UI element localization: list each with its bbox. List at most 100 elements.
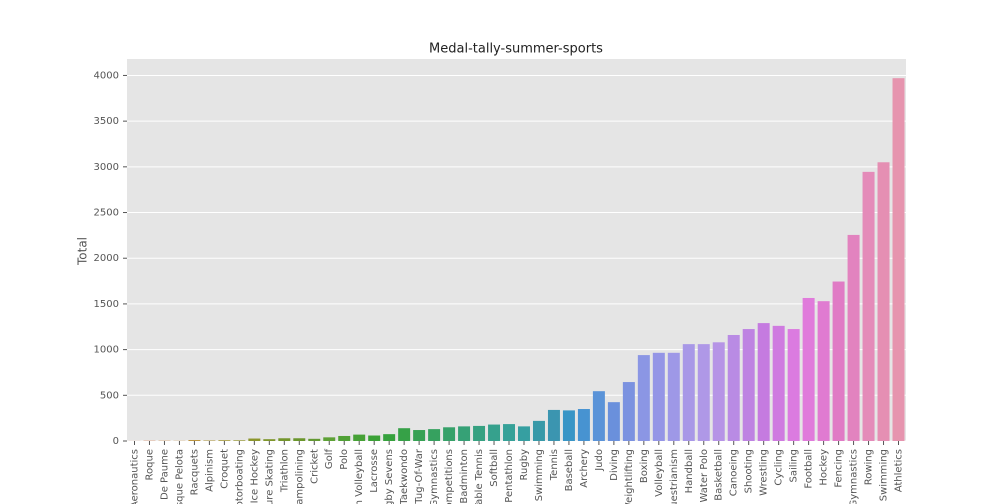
bar bbox=[338, 435, 351, 441]
bar bbox=[248, 438, 261, 441]
bar bbox=[577, 409, 590, 441]
bar bbox=[712, 342, 725, 441]
x-tick-label: Beach Volleyball bbox=[354, 449, 365, 504]
bar bbox=[562, 410, 575, 441]
x-tick-label: Trampolining bbox=[294, 449, 305, 504]
x-tick-label: Handball bbox=[684, 449, 695, 493]
x-tick-label: Synchronized Swimming bbox=[534, 449, 545, 504]
bar bbox=[757, 323, 770, 441]
x-tick-label: Aeronautics bbox=[129, 449, 140, 504]
bar bbox=[443, 427, 456, 441]
x-tick-label: Cycling bbox=[774, 449, 785, 486]
bar bbox=[697, 344, 710, 441]
bar bbox=[592, 391, 605, 441]
bar bbox=[458, 426, 471, 441]
x-tick-label: Tennis bbox=[549, 449, 560, 481]
x-tick-label: Table Tennis bbox=[474, 449, 485, 504]
x-tick-label: Wrestling bbox=[759, 449, 770, 496]
x-tick-label: Hockey bbox=[819, 449, 830, 486]
x-tick-label: Basque Pelota bbox=[174, 449, 185, 504]
x-tick-label: Golf bbox=[324, 449, 335, 470]
bar bbox=[398, 428, 411, 441]
x-tick-label: Fencing bbox=[834, 449, 845, 488]
bar bbox=[802, 297, 815, 441]
bar bbox=[383, 434, 396, 441]
bar bbox=[847, 234, 860, 441]
x-tick-label: Racquets bbox=[189, 449, 200, 495]
x-tick-label: Athletics bbox=[894, 449, 905, 492]
bar bbox=[892, 78, 905, 441]
x-tick-label: Croquet bbox=[219, 449, 230, 489]
bar bbox=[547, 409, 560, 441]
x-tick-label: Softball bbox=[489, 449, 500, 487]
x-tick-label: Figure Skating bbox=[264, 449, 275, 504]
bar bbox=[218, 440, 231, 441]
y-tick-label: 3500 bbox=[94, 116, 119, 127]
bar bbox=[188, 440, 201, 441]
bar bbox=[233, 440, 246, 441]
bar bbox=[607, 402, 620, 441]
x-tick-label: Weightlifting bbox=[624, 449, 635, 504]
x-tick-label: Rugby Sevens bbox=[384, 449, 395, 504]
x-tick-label: Taekwondo bbox=[399, 449, 410, 504]
x-tick-label: Alpinism bbox=[204, 449, 215, 492]
y-tick-label: 1000 bbox=[94, 345, 119, 356]
bar bbox=[622, 382, 635, 441]
bar bbox=[428, 429, 441, 441]
bar bbox=[413, 430, 426, 441]
bar bbox=[727, 334, 740, 441]
x-tick-label: Football bbox=[804, 449, 815, 489]
x-tick-label: Shooting bbox=[744, 449, 755, 493]
bar bbox=[877, 162, 890, 441]
y-tick-label: 1500 bbox=[94, 299, 119, 310]
bar bbox=[278, 438, 291, 441]
bar bbox=[652, 352, 665, 441]
x-tick-label: Volleyball bbox=[654, 449, 665, 497]
bar bbox=[263, 439, 276, 441]
x-tick-label: Rugby bbox=[519, 449, 530, 481]
x-tick-label: Baseball bbox=[564, 449, 575, 491]
y-tick-label: 3000 bbox=[94, 162, 119, 173]
x-tick-label: Basketball bbox=[714, 449, 725, 501]
x-tick-label: Water Polo bbox=[699, 449, 710, 502]
bar bbox=[742, 329, 755, 441]
y-tick-label: 500 bbox=[100, 390, 119, 401]
x-tick-label: Jeu De Paume bbox=[159, 449, 170, 504]
x-tick-label: Cricket bbox=[309, 449, 320, 484]
y-tick-label: 2000 bbox=[94, 253, 119, 264]
x-tick-label: Gymnastics bbox=[849, 449, 860, 504]
x-tick-label: Lacrosse bbox=[369, 449, 380, 493]
x-tick-label: Art Competitions bbox=[444, 449, 455, 504]
x-tick-label: Badminton bbox=[459, 449, 470, 504]
bar bbox=[308, 438, 321, 441]
bar bbox=[832, 281, 845, 441]
bar bbox=[323, 437, 336, 441]
bar bbox=[293, 438, 306, 441]
bar bbox=[682, 344, 695, 441]
bar bbox=[772, 325, 785, 441]
bar bbox=[787, 329, 800, 441]
x-tick-label: Roque bbox=[144, 449, 155, 480]
x-tick-label: Motorboating bbox=[234, 449, 245, 504]
bar bbox=[637, 355, 650, 441]
bar bbox=[862, 171, 875, 441]
bar bbox=[488, 424, 501, 441]
x-tick-label: Tug-Of-War bbox=[414, 448, 425, 504]
bar bbox=[503, 424, 516, 441]
x-tick-label: Boxing bbox=[639, 449, 650, 483]
y-tick-label: 0 bbox=[113, 436, 119, 447]
bar bbox=[353, 434, 366, 441]
x-tick-label: Archery bbox=[579, 449, 590, 488]
bar bbox=[667, 352, 680, 441]
bar bbox=[517, 426, 530, 441]
x-tick-label: Sailing bbox=[789, 449, 800, 483]
x-tick-label: Diving bbox=[609, 449, 620, 481]
bar bbox=[532, 420, 545, 441]
x-tick-label: Rhythmic Gymnastics bbox=[429, 449, 440, 504]
y-axis-label: Total bbox=[76, 237, 90, 266]
x-tick-label: Equestrianism bbox=[669, 449, 680, 504]
chart-title: Medal-tally-summer-sports bbox=[429, 42, 603, 57]
x-tick-label: Polo bbox=[339, 449, 350, 470]
x-tick-label: Modern Pentathlon bbox=[504, 449, 515, 504]
bar bbox=[368, 435, 381, 441]
